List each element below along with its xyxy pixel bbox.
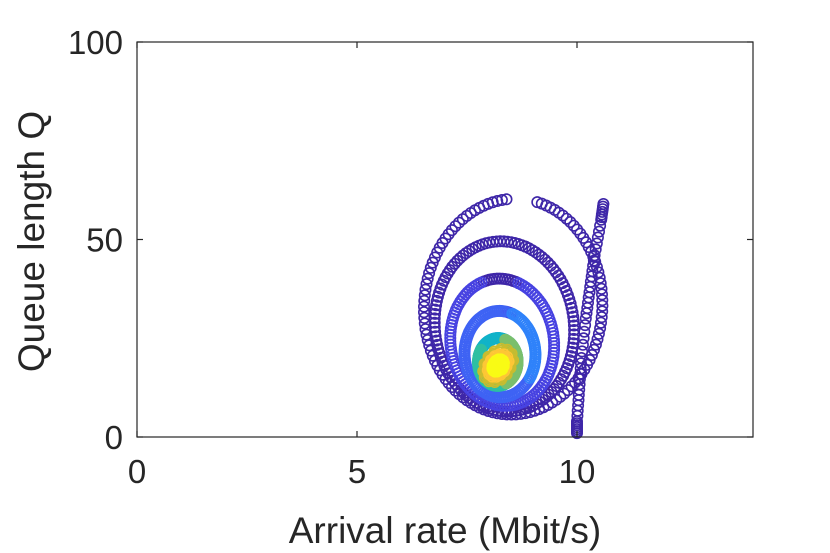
data-point bbox=[591, 333, 604, 346]
data-point bbox=[567, 219, 580, 232]
data-point bbox=[596, 305, 609, 318]
data-point bbox=[428, 307, 441, 320]
data-point bbox=[512, 277, 525, 290]
data-point bbox=[424, 261, 437, 274]
data-point bbox=[567, 319, 580, 332]
data-point bbox=[531, 196, 544, 209]
data-point bbox=[567, 337, 580, 350]
data-point bbox=[564, 216, 577, 229]
data-point bbox=[595, 288, 608, 301]
data-point bbox=[585, 348, 598, 361]
y-tick-label: 0 bbox=[105, 419, 123, 456]
data-point bbox=[589, 338, 602, 351]
x-tick-label: 0 bbox=[128, 453, 146, 490]
data-point bbox=[565, 301, 578, 314]
data-point bbox=[419, 283, 432, 296]
data-point bbox=[429, 330, 442, 343]
y-tick-label: 100 bbox=[68, 24, 123, 61]
x-axis-label: Arrival rate (Mbit/s) bbox=[289, 510, 601, 551]
data-point bbox=[594, 322, 607, 335]
data-point bbox=[430, 294, 443, 307]
data-point bbox=[558, 387, 571, 400]
data-point bbox=[592, 225, 605, 238]
data-point bbox=[430, 334, 443, 347]
data-point bbox=[449, 220, 462, 233]
data-point bbox=[594, 316, 607, 329]
data-point bbox=[567, 332, 580, 345]
data-point bbox=[592, 266, 605, 279]
data-point bbox=[417, 300, 430, 313]
data-point bbox=[567, 310, 580, 323]
data-point bbox=[590, 260, 603, 273]
data-point bbox=[429, 303, 442, 316]
data-points bbox=[417, 193, 610, 440]
y-axis-label: Queue length Q bbox=[11, 111, 52, 372]
data-point bbox=[565, 380, 578, 393]
data-point bbox=[463, 284, 476, 297]
data-point bbox=[560, 212, 573, 225]
data-point bbox=[519, 240, 532, 253]
data-point bbox=[566, 306, 579, 319]
x-tick-label: 5 bbox=[348, 453, 366, 490]
data-point bbox=[566, 341, 579, 354]
data-point bbox=[596, 294, 609, 307]
data-point bbox=[589, 255, 602, 268]
data-point bbox=[489, 361, 502, 374]
data-point bbox=[418, 289, 431, 302]
data-point bbox=[506, 307, 519, 320]
data-point bbox=[588, 249, 601, 262]
data-point bbox=[595, 282, 608, 295]
data-point bbox=[592, 327, 605, 340]
data-point bbox=[595, 311, 608, 324]
data-point bbox=[568, 328, 581, 341]
data-point bbox=[428, 316, 441, 329]
data-point bbox=[561, 384, 574, 397]
data-point bbox=[565, 345, 578, 358]
data-point bbox=[528, 388, 541, 401]
data-point bbox=[456, 213, 469, 226]
data-point bbox=[596, 299, 609, 312]
data-point bbox=[418, 294, 431, 307]
data-point bbox=[428, 321, 441, 334]
data-point bbox=[421, 272, 434, 285]
data-point bbox=[594, 219, 607, 232]
data-point bbox=[591, 231, 604, 244]
x-tick-label: 10 bbox=[559, 453, 596, 490]
data-point bbox=[571, 223, 584, 236]
data-point bbox=[597, 198, 610, 211]
data-point bbox=[426, 256, 439, 269]
data-point bbox=[430, 299, 443, 312]
data-point bbox=[554, 390, 567, 403]
data-point bbox=[423, 267, 436, 280]
data-point bbox=[417, 306, 430, 319]
data-point bbox=[568, 323, 581, 336]
data-point bbox=[594, 277, 607, 290]
y-tick-label: 50 bbox=[86, 222, 123, 259]
data-point bbox=[593, 271, 606, 284]
data-point bbox=[428, 312, 441, 325]
data-point bbox=[587, 343, 600, 356]
data-point bbox=[567, 315, 580, 328]
data-point bbox=[420, 278, 433, 291]
data-point bbox=[429, 325, 442, 338]
data-point bbox=[452, 216, 465, 229]
data-point bbox=[431, 338, 444, 351]
